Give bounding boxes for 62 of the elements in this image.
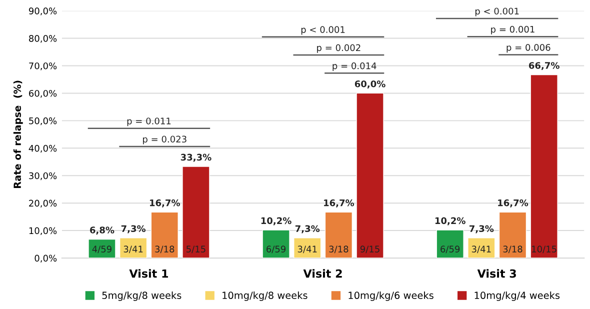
- bar: [182, 166, 210, 258]
- data-label: 7,3%: [295, 225, 320, 234]
- data-label: 60,0%: [354, 80, 386, 88]
- y-tick-label: 40,0%: [28, 144, 57, 153]
- legend-label: 10mg/kg/6 weeks: [348, 291, 434, 301]
- y-tick-label: 80,0%: [29, 35, 57, 43]
- annotation: p = 0.023: [143, 136, 186, 144]
- annotation: 3/18: [155, 246, 174, 254]
- bar: [530, 74, 558, 258]
- annotation: 6/59: [440, 246, 460, 254]
- bar: [294, 238, 322, 258]
- data-label: 6,8%: [90, 226, 114, 235]
- annotation: 5/15: [186, 246, 206, 254]
- y-axis-title: Rate of relapse (%): [13, 80, 23, 188]
- annotation: p < 0.001: [301, 26, 345, 35]
- x-tick-label: Visit 1: [129, 269, 168, 278]
- annotation: 3/41: [298, 246, 317, 254]
- annotation: 3/18: [329, 246, 348, 254]
- y-tick-label: 50,0%: [29, 117, 57, 126]
- data-label: 7,3%: [469, 225, 494, 234]
- bar: [356, 92, 384, 258]
- bar: [119, 238, 148, 258]
- bar: [324, 212, 353, 258]
- x-tick-label: Visit 3: [477, 269, 516, 278]
- data-label: 16,7%: [324, 199, 354, 208]
- annotation: 9/15: [360, 246, 380, 254]
- annotation: p = 0.011: [127, 118, 171, 126]
- data-label: 7,3%: [121, 225, 146, 234]
- annotation: p = 0.014: [332, 62, 376, 71]
- y-tick-label: 60,0%: [29, 90, 57, 98]
- annotation: 10/15: [532, 246, 556, 254]
- y-tick-label: 0,0%: [34, 254, 57, 262]
- y-tick-label: 30,0%: [29, 172, 57, 180]
- y-tick-label: 90,0%: [28, 8, 57, 16]
- legend-label: 10mg/kg/4 weeks: [474, 291, 560, 301]
- annotation: 3/41: [472, 246, 491, 254]
- bar: [436, 230, 464, 258]
- data-label: 10,2%: [435, 217, 466, 226]
- annotation: p = 0.006: [506, 44, 550, 53]
- bar: [88, 238, 116, 258]
- legend-label: 5mg/kg/8 weeks: [102, 291, 182, 301]
- data-label: 66,7%: [528, 62, 560, 70]
- y-tick-label: 10,0%: [29, 227, 57, 236]
- legend-label: 10mg/kg/8 weeks: [222, 291, 308, 301]
- annotation: p = 0.002: [317, 44, 360, 53]
- data-label: 10,2%: [261, 217, 292, 226]
- data-label: 33,3%: [180, 154, 212, 162]
- y-tick-label: 70,0%: [29, 62, 57, 70]
- data-label: 16,7%: [150, 199, 180, 208]
- y-tick-label: 20,0%: [29, 200, 57, 208]
- annotation: 4/59: [92, 246, 112, 254]
- data-label: 16,7%: [498, 199, 528, 208]
- annotation: 3/41: [124, 246, 143, 254]
- bar: [150, 212, 178, 258]
- annotation: p < 0.001: [475, 8, 519, 16]
- annotation: p = 0.001: [491, 26, 534, 34]
- annotation: 3/18: [503, 246, 522, 254]
- annotation: 6/59: [266, 246, 286, 254]
- bar: [262, 230, 290, 258]
- bar: [498, 212, 527, 258]
- x-tick-label: Visit 2: [303, 269, 342, 278]
- bar: [468, 238, 496, 258]
